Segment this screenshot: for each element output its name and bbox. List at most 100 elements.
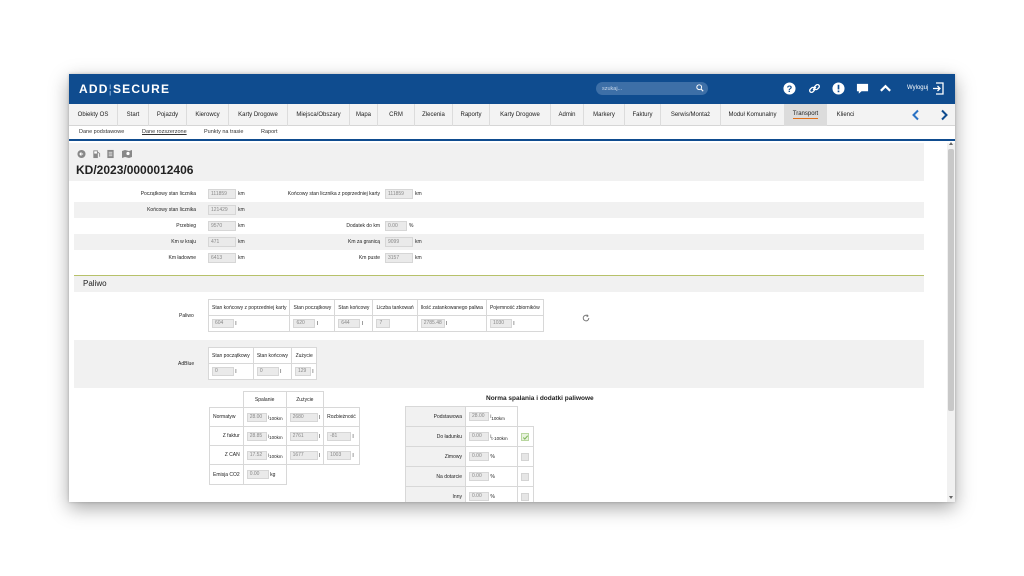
nav-item-zlecenia[interactable]: Zlecenia (415, 104, 453, 126)
nav-item-raporty[interactable]: Raporty (453, 104, 490, 126)
normatyw-zuzycie-field[interactable]: 2680 (289, 412, 318, 422)
norma-check-cell (517, 446, 534, 467)
search-icon[interactable] (696, 84, 704, 92)
normatyw-spalanie-field[interactable]: 28.00 (246, 412, 267, 422)
nav-item-crm[interactable]: CRM (378, 104, 415, 126)
km-bonus-field[interactable]: 0.00 (385, 221, 407, 231)
link-icon[interactable] (808, 82, 821, 95)
nav-item-start[interactable]: Start (118, 104, 149, 126)
end-fuel-field[interactable]: 644 (338, 319, 361, 328)
adblue-label: AdBlue (178, 361, 195, 367)
fuel-pump-icon[interactable] (92, 149, 101, 159)
vertical-scrollbar[interactable] (947, 142, 955, 502)
back-icon[interactable] (77, 149, 86, 159)
search-input[interactable] (602, 83, 692, 94)
co2-field[interactable]: 0.00 (246, 470, 269, 479)
km-empty-field[interactable]: 3157 (385, 253, 413, 263)
refueled-amount-field[interactable]: 2785.48 (420, 319, 445, 328)
mileage-label: Przebieg (176, 223, 196, 229)
logout-icon[interactable] (932, 82, 944, 95)
nav-item-kierowcy[interactable]: Kierowcy (187, 104, 229, 126)
adblue-start-field[interactable]: 0 (212, 367, 234, 376)
chevron-right-icon[interactable] (939, 109, 949, 121)
nav-item-transport[interactable]: Transport (785, 104, 827, 126)
dotarcie-checkbox[interactable] (521, 472, 529, 481)
map-location-icon[interactable] (121, 149, 133, 159)
start-odometer-label: Początkowy stan licznika (140, 191, 196, 197)
norma-dotarcie-field[interactable]: 0.00 (469, 472, 489, 481)
spalanie-header: Spalanie (242, 391, 287, 408)
subtab-punkty-na-trasie[interactable]: Punkty na trasie (204, 129, 244, 135)
logout-label[interactable]: Wyloguj (907, 85, 929, 91)
inny-checkbox[interactable] (521, 492, 529, 501)
nav-item-mapa[interactable]: Mapa (350, 104, 378, 126)
adblue-end-field[interactable]: 0 (256, 367, 279, 376)
nav-item-klienci[interactable]: Klienci (836, 112, 855, 118)
norma-row-label: Do ładunku (405, 426, 466, 447)
paliwo-header: Stan początkowy (289, 299, 336, 316)
nav-item-serwis-montaz[interactable]: Serwis/Montaż (661, 104, 721, 126)
adblue-usage-field[interactable]: 129 (294, 367, 311, 376)
consumption-cell: 2761 l (285, 426, 325, 446)
refresh-icon[interactable] (582, 314, 590, 322)
prev-end-fuel-field[interactable]: 604 (212, 319, 234, 328)
prev-odometer-field[interactable]: 111859 (385, 189, 413, 199)
rozbieznosc-header: Rozbieżność (323, 407, 360, 427)
subtab-raport[interactable]: Raport (261, 129, 278, 135)
subtab-dane-rozszerzone[interactable]: Dane rozszerzone (142, 129, 187, 135)
nav-item-pojazdy[interactable]: Pojazdy (149, 104, 187, 126)
km-loaded-field[interactable]: 6413 (208, 253, 236, 263)
end-odometer-unit: km (238, 207, 245, 213)
mileage-field[interactable]: 9570 (208, 221, 236, 231)
paliwo-cell: 620 l (289, 315, 336, 332)
can-diff-field[interactable]: 1003 (327, 450, 352, 460)
brand-logo[interactable]: ADD¦SECURE (79, 82, 170, 96)
km-domestic-field[interactable]: 471 (208, 237, 236, 247)
nav-item-miejsca-obszary[interactable]: Miejsca/Obszary (288, 104, 350, 126)
consumption-cell: -81 l (323, 426, 360, 446)
km-bonus-unit: % (409, 223, 414, 229)
norma-inny-field[interactable]: 0.00 (469, 492, 489, 501)
ladunek-checkbox[interactable] (521, 432, 529, 441)
subtab-dane-podstawowe[interactable]: Dane podstawowe (79, 129, 125, 135)
consumption-row-label: Z faktur (209, 426, 244, 446)
norma-ladunek-field[interactable]: 0.00 (469, 432, 489, 441)
zimowy-checkbox[interactable] (521, 452, 529, 461)
tank-capacity-field[interactable]: 1030 (489, 319, 512, 328)
paliwo-header: Ilość zatankowanego paliwa (416, 299, 487, 316)
adblue-table: Stan początkowy Stan końcowy Zużycie 0 l… (208, 347, 318, 380)
logo-separator: ¦ (108, 82, 113, 96)
start-odometer-field[interactable]: 111859 (208, 189, 236, 199)
alert-icon[interactable] (832, 82, 845, 95)
co2-label: Emisja CO2 (209, 464, 244, 485)
document-list-icon[interactable] (106, 149, 115, 159)
nav-item-obiekty-os[interactable]: Obiekty OS (69, 104, 118, 126)
refuel-count-field[interactable]: 7 (376, 319, 391, 328)
mileage-unit: km (238, 223, 245, 229)
norma-podstawowa-field[interactable]: 28.00 (469, 412, 489, 421)
nav-item-markery[interactable]: Markery (584, 104, 625, 126)
nav-item-admin[interactable]: Admin (551, 104, 584, 126)
nav-item-faktury[interactable]: Faktury (625, 104, 661, 126)
can-spalanie-field[interactable]: 17.52 (246, 450, 267, 460)
chevron-up-icon[interactable] (879, 82, 892, 95)
km-abroad-field[interactable]: 9099 (385, 237, 413, 247)
chat-icon[interactable] (856, 82, 869, 95)
scroll-up-arrow-icon[interactable] (949, 142, 953, 145)
nav-item-modul-komunalny[interactable]: Moduł Komunalny (721, 104, 785, 126)
scrollbar-thumb[interactable] (948, 149, 954, 411)
chevron-left-icon[interactable] (911, 109, 921, 121)
norma-row-label: Inny (405, 486, 466, 502)
nav-item-karty-drogowe[interactable]: Karty Drogowe (229, 104, 288, 126)
can-zuzycie-field[interactable]: 1677 (289, 450, 318, 460)
nav-item-karty-drogowe-2[interactable]: Karty Drogowe (490, 104, 551, 126)
end-odometer-field[interactable]: 121429 (208, 205, 236, 215)
norma-zimowy-field[interactable]: 0.00 (469, 452, 489, 461)
help-icon[interactable]: ? (783, 82, 796, 95)
faktur-diff-field[interactable]: -81 (327, 431, 352, 441)
faktur-zuzycie-field[interactable]: 2761 (289, 431, 318, 441)
start-fuel-field[interactable]: 620 (293, 319, 316, 328)
faktur-spalanie-field[interactable]: 28.85 (246, 431, 267, 441)
scroll-down-arrow-icon[interactable] (949, 496, 953, 499)
adblue-header: Stan początkowy (208, 347, 254, 364)
